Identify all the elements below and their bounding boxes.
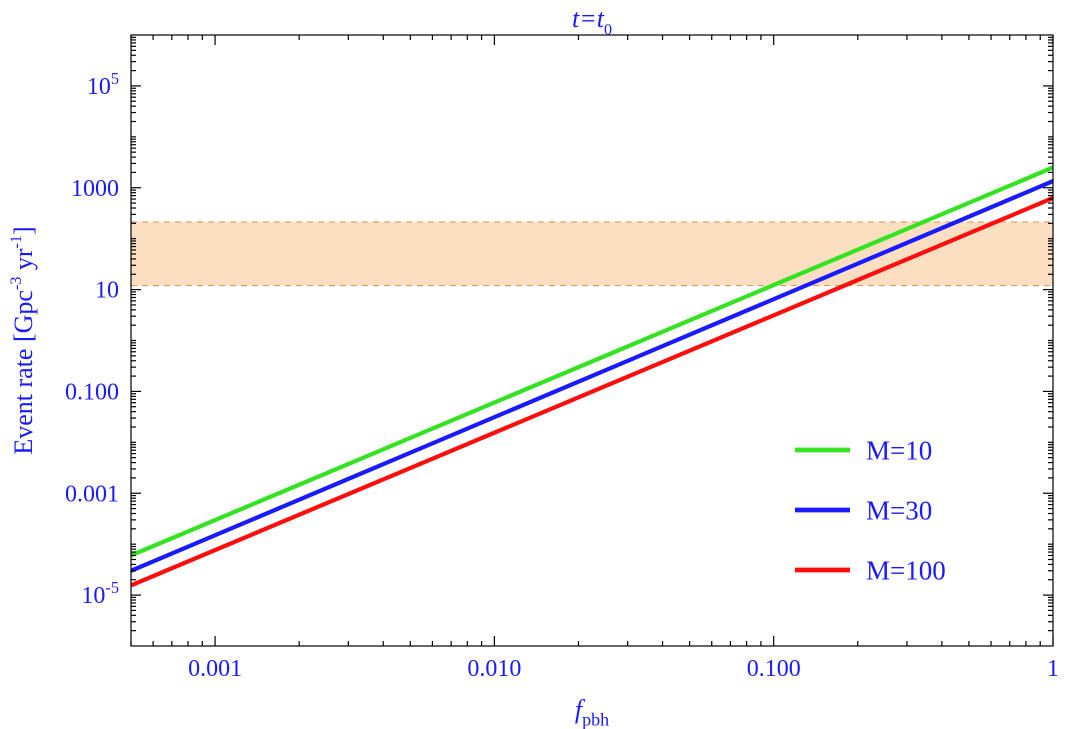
y-axis-label: Event rate [Gpc-3 yr-1] <box>8 226 38 454</box>
chart-svg: 0.001 0.010 0.100 1 10-5 0.001 0.100 10 1000 105 t… <box>0 0 1066 729</box>
x-tick-label: 0.001 <box>188 656 242 682</box>
x-tick-label: 0.100 <box>747 656 801 682</box>
y-tick-label: 105 <box>87 69 119 100</box>
event-rate-chart: 0.001 0.010 0.100 1 10-5 0.001 0.100 10 1000 105 t… <box>0 0 1066 729</box>
y-tick-label: 1000 <box>71 176 119 202</box>
legend-label: M=30 <box>866 495 932 525</box>
y-tick-label: 0.100 <box>65 379 119 405</box>
y-tick-label: 10 <box>95 278 119 304</box>
y-tick-label: 10-5 <box>81 578 119 609</box>
x-axis-label: fpbh <box>575 695 609 729</box>
x-tick-label: 0.010 <box>467 656 521 682</box>
x-tick-label: 1 <box>1047 656 1059 682</box>
y-tick-label: 0.001 <box>65 481 119 507</box>
legend-label: M=10 <box>866 435 932 465</box>
legend-label: M=100 <box>866 555 946 585</box>
chart-title: t=t0 <box>572 4 612 38</box>
observed-band <box>131 222 1053 286</box>
